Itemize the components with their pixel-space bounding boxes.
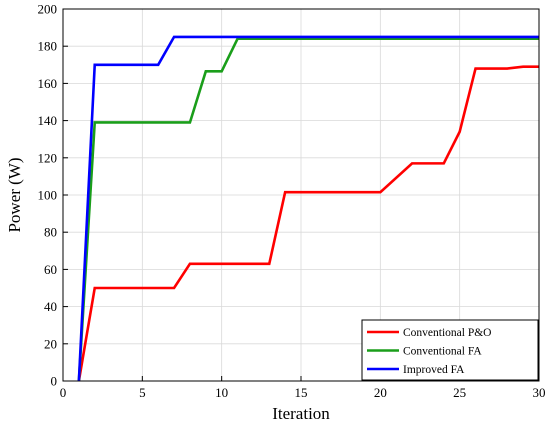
legend-label-conventional-fa: Conventional FA <box>403 346 482 358</box>
x-tick-label-20: 20 <box>374 385 387 400</box>
y-tick-label-20: 20 <box>44 336 57 351</box>
y-tick-label-40: 40 <box>44 299 57 314</box>
y-tick-label-160: 160 <box>38 76 58 91</box>
series-line-conventional-p-o <box>77 65 539 382</box>
y-tick-label-180: 180 <box>38 39 58 54</box>
series-line-improved-fa <box>77 35 539 382</box>
x-tick-label-15: 15 <box>295 385 308 400</box>
y-tick-label-200: 200 <box>38 2 58 17</box>
axis-ticks: 0 5 10 15 20 25 30 0 20 40 60 80 100 120 140 160 180 200 <box>38 2 546 401</box>
legend: Conventional P&O Conventional FA Improved … <box>361 319 539 381</box>
legend-label-conventional-p-o: Conventional P&O <box>403 327 492 339</box>
x-tick-label-5: 5 <box>139 385 146 400</box>
y-tick-label-140: 140 <box>38 113 58 128</box>
series-lines <box>77 35 539 382</box>
legend-label-improved-fa: Improved FA <box>403 364 465 376</box>
y-tick-label-60: 60 <box>44 262 57 277</box>
x-tick-label-25: 25 <box>453 385 466 400</box>
y-tick-label-80: 80 <box>44 225 57 240</box>
y-tick-label-120: 120 <box>38 150 58 165</box>
x-tick-label-30: 30 <box>533 385 546 400</box>
y-tick-label-0: 0 <box>51 374 58 389</box>
y-tick-label-100: 100 <box>38 188 58 203</box>
series-line-conventional-fa <box>77 37 539 382</box>
x-tick-label-0: 0 <box>60 385 67 400</box>
x-tick-label-10: 10 <box>215 385 228 400</box>
y-axis-title: Power (W) <box>5 157 24 232</box>
x-axis-title: Iteration <box>272 404 330 423</box>
